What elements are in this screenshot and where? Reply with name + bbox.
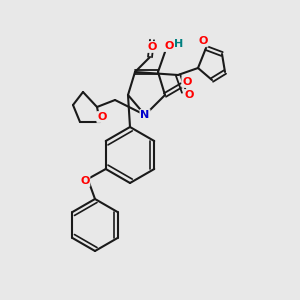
Text: O: O [184, 90, 194, 100]
Text: O: O [182, 77, 192, 87]
Text: H: H [174, 39, 184, 49]
Text: O: O [147, 42, 157, 52]
Text: O: O [198, 36, 208, 46]
Text: O: O [97, 112, 107, 122]
Text: O: O [164, 41, 174, 51]
Text: N: N [140, 110, 150, 120]
Text: O: O [80, 176, 89, 186]
